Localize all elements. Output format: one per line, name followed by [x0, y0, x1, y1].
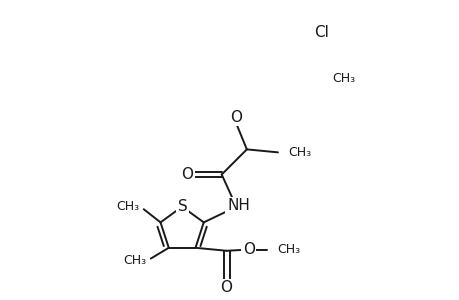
Text: CH₃: CH₃: [288, 146, 311, 159]
Text: O: O: [242, 242, 254, 257]
Text: CH₃: CH₃: [116, 200, 139, 213]
Text: Cl: Cl: [313, 25, 328, 40]
Text: O: O: [230, 110, 241, 124]
Text: CH₃: CH₃: [276, 243, 299, 256]
Text: NH: NH: [227, 198, 249, 213]
Text: CH₃: CH₃: [123, 254, 146, 268]
Text: O: O: [220, 280, 232, 296]
Text: S: S: [178, 199, 187, 214]
Text: O: O: [180, 167, 193, 182]
Text: CH₃: CH₃: [331, 72, 354, 85]
